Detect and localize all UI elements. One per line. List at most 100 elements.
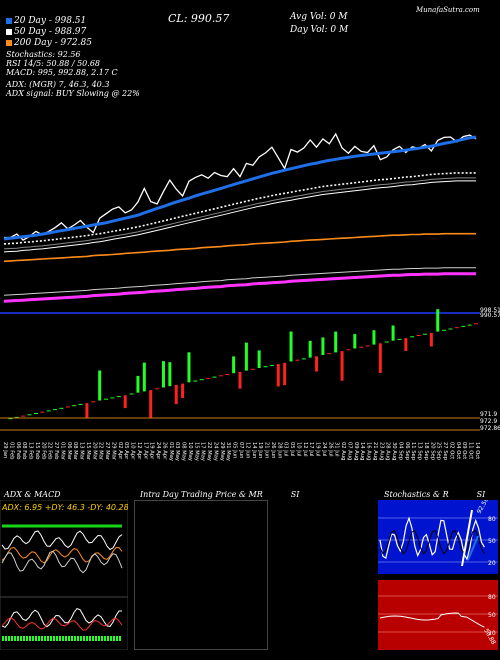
header-top-line-left: MunafaSutra.com (6, 6, 480, 14)
macd-hist-bar (74, 636, 76, 641)
volume-bar (276, 364, 280, 387)
series-line-20-day (3, 135, 477, 241)
ma50-band-mid-line (3, 177, 476, 250)
date-tick-label: 01 Mar (59, 442, 65, 461)
macd-hist-bar (17, 636, 19, 641)
volume-bar (353, 334, 357, 349)
macd-line (1, 608, 122, 628)
adx-signal-readout: ADX signal: BUY Slowing @ 22% (6, 89, 140, 98)
date-tick-label: 20 Feb (40, 442, 46, 460)
macd-hist-bar (86, 636, 88, 641)
date-tick-label: 13 Mar (79, 442, 85, 461)
long-trend-band-line (3, 267, 476, 296)
date-tick-label: 22 Mar (98, 442, 104, 461)
date-tick-label: 14 Aug (359, 442, 365, 460)
date-tick-label: 28 Jun (276, 442, 282, 458)
date-tick-label: 19 Jun (257, 442, 263, 458)
date-tick-label: 28 Aug (385, 442, 391, 460)
adx-minus-line (1, 546, 123, 564)
volume-bar (334, 331, 338, 353)
stoch-level-label: 20 (488, 560, 496, 567)
series-line-close (4, 132, 477, 241)
adx-panel-title: ADX & MACD (4, 490, 61, 499)
volume-bar (238, 371, 242, 389)
volume-bar (244, 342, 248, 371)
macd-hist-bar (113, 636, 115, 641)
series-line-50-day (3, 172, 476, 245)
date-tick-label: 14 Jun (251, 442, 257, 458)
ma50-legend: 50 Day - 988.97 (6, 27, 86, 37)
macd-hist-bar (77, 636, 79, 641)
adx-readout: ADX: (MGR) 7, 46.3, 40.3 (6, 80, 110, 89)
volume-bar (187, 352, 191, 383)
avg-vol: Avg Vol: 0 M (290, 12, 348, 22)
stoch-d-line (379, 529, 485, 555)
volume-bar (372, 330, 376, 345)
ma20-swatch-icon (6, 17, 12, 24)
stoch-k-line-end (461, 509, 473, 567)
date-tick-label: 07 Jun (238, 442, 244, 458)
macd-hist-bar (92, 636, 94, 641)
macd-hist-bar (104, 636, 106, 641)
date-tick-label: 05 Apr (123, 442, 129, 460)
macd-hist-bar (14, 636, 16, 641)
date-tick-label: 06 Mar (66, 442, 72, 461)
date-tick-label: 19 Apr (149, 442, 155, 460)
date-tick-label: 07 Aug (346, 442, 352, 460)
macd-hist-bar (98, 636, 100, 641)
rsi-level-label: 80 (488, 594, 496, 601)
date-tick-label: 23 Aug (378, 442, 384, 460)
date-tick-label: 06 Feb (15, 442, 21, 460)
date-tick-label: 08 Mar (72, 442, 78, 461)
volume-bar (136, 375, 140, 393)
date-tick-label: 10 May (187, 442, 193, 461)
rsi-line (379, 612, 485, 628)
date-tick-label: 18 Sep (423, 442, 429, 461)
macd-hist-bar (11, 636, 13, 641)
date-tick-label: 11 Sep (410, 442, 416, 461)
close-label: CL: 990.57 (168, 12, 230, 25)
date-tick-label: 09 Aug (353, 442, 359, 460)
adx-readout: ADX: 6.95 +DY: 46.3 -DY: 40.28 (1, 503, 128, 512)
macd-hist-bar (62, 636, 64, 641)
volume-bar (378, 343, 382, 373)
intraday-panel-title: Intra Day Trading Price & MR SI (140, 490, 300, 499)
price-scale-label: 990.57 (480, 312, 500, 319)
date-tick-label: 27 Feb (53, 442, 59, 460)
date-tick-label: 22 Feb (47, 442, 53, 460)
stoch-d-line-end (467, 535, 479, 561)
macd-hist-bar (89, 636, 91, 641)
bottom-scale-label: 971.9 (480, 411, 497, 418)
macd-hist-bar (29, 636, 31, 641)
bottom-scale-label: 972.9 (480, 418, 497, 425)
macd-hist-bar (2, 636, 4, 641)
date-tick-label: 30 Aug (391, 442, 397, 460)
date-tick-label: 31 May (225, 442, 231, 461)
macd-hist-bar (26, 636, 28, 641)
date-tick-label: 20 Sep (429, 442, 435, 461)
date-tick-label: 24 May (212, 442, 218, 461)
volume-bar (429, 332, 433, 347)
volume-bar (149, 390, 153, 419)
volume-bar (340, 351, 344, 381)
date-tick-label: 10 Apr (130, 442, 136, 460)
date-tick-label: 17 Jul (308, 442, 314, 457)
price-scale-label: 998.51 (480, 307, 500, 314)
date-tick-label: 26 Jul (327, 442, 333, 457)
macd-hist-bar (107, 636, 109, 641)
date-tick-label: 27 Mar (104, 442, 110, 461)
date-tick-label: 04 Sep (397, 442, 403, 461)
macd-hist-bar (95, 636, 97, 641)
intraday-panel (134, 500, 268, 650)
volume-bar (161, 361, 165, 388)
rsi-level-label: 20 (488, 630, 496, 637)
macd-hist-bar (101, 636, 103, 641)
date-tick-label: 12 Jul (302, 442, 308, 457)
date-tick-label: 14 Oct (474, 442, 480, 459)
date-tick-label: 22 May (206, 442, 212, 461)
series-line-200-day (3, 232, 476, 263)
volume-bar (142, 362, 146, 392)
rsi-background (378, 580, 498, 650)
